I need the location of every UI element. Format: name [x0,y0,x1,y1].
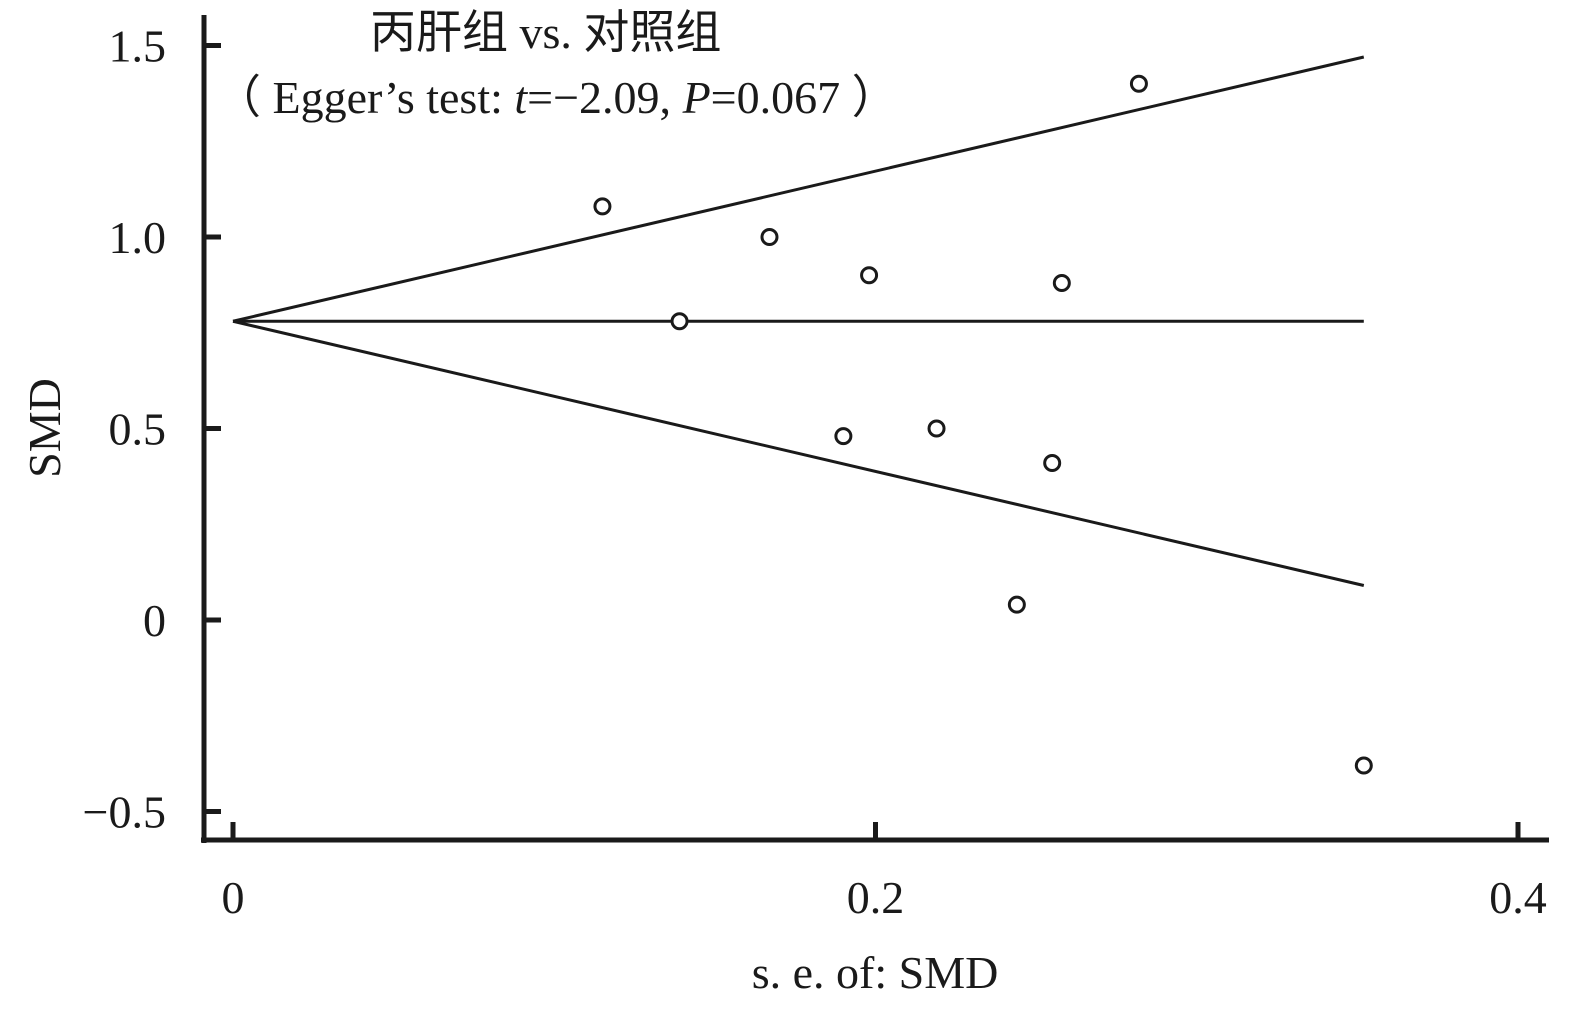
study-point [927,419,946,438]
study-point [760,228,779,246]
study-point [1354,756,1373,775]
y-tick-label: 1.0 [109,212,167,263]
study-points [593,74,1373,775]
y-tick-label: 0.5 [109,404,167,455]
upper-confidence-limit [232,55,1365,323]
study-point [860,266,879,285]
study-point [1129,74,1148,93]
subtitle-p-symbol: P [682,72,711,123]
study-point [1043,453,1062,472]
study-point [593,197,612,216]
x-axis-title: s. e. of: SMD [752,947,999,998]
x-tick-label: 0.2 [847,872,905,923]
plot-title: 丙肝组 vs. 对照组 （ Egger’s test: t=−2.09, P=0… [215,7,898,123]
subtitle-t-value: =−2.09, [527,72,682,123]
y-tick-label: 1.5 [109,21,167,72]
subtitle-p-value: =0.067 ） [711,72,898,123]
x-axis-ticks: 0 0.2 0.4 [222,822,1547,923]
subtitle-open: （ Egger’s test: [215,72,514,123]
y-axis-ticks: −0.5 0 0.5 1.0 1.5 [83,21,221,838]
egger-test-subtitle: （ Egger’s test: t=−2.09, P=0.067 ） [215,72,898,123]
study-point [1007,595,1026,614]
y-tick-label: −0.5 [83,787,166,838]
y-tick-label: 0 [143,595,166,646]
y-axis-title: SMD [19,378,70,478]
study-point [834,427,853,446]
study-point [1052,273,1071,292]
study-point [670,312,689,331]
x-tick-label: 0 [222,872,245,923]
lower-confidence-limit [232,319,1365,587]
axes [201,15,1549,843]
x-tick-label: 0.4 [1489,872,1547,923]
chart-title: 丙肝组 vs. 对照组 [370,7,721,58]
funnel-lines [232,55,1365,587]
subtitle-t-symbol: t [514,72,528,123]
